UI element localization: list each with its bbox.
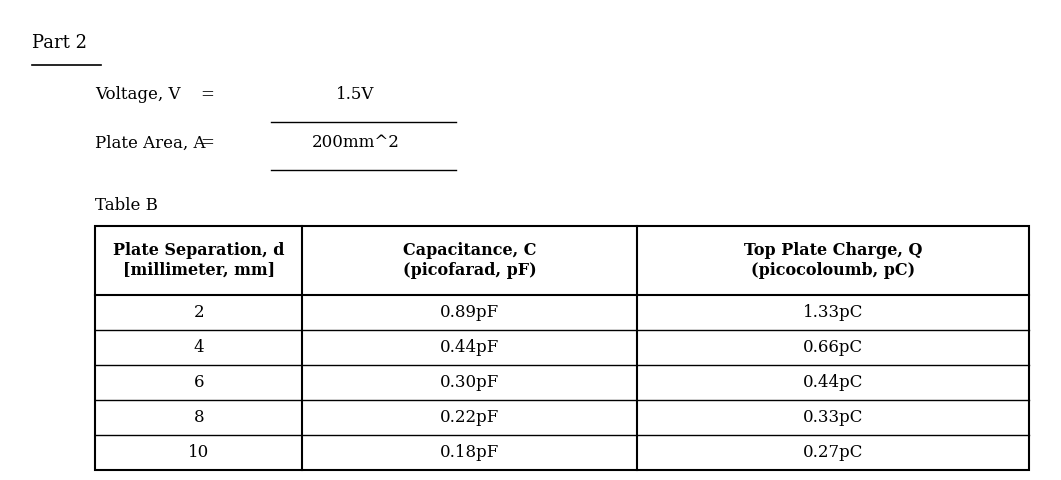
Bar bbox=[95, 226, 1029, 470]
Text: Part 2: Part 2 bbox=[32, 34, 87, 51]
Text: 0.33pC: 0.33pC bbox=[803, 409, 863, 426]
Text: 6: 6 bbox=[194, 374, 204, 391]
Text: 10: 10 bbox=[188, 444, 210, 461]
Text: 2: 2 bbox=[193, 304, 205, 322]
Text: 0.30pF: 0.30pF bbox=[440, 374, 499, 391]
Text: 0.66pC: 0.66pC bbox=[803, 339, 863, 356]
Text: Voltage, V: Voltage, V bbox=[95, 86, 181, 103]
Text: 0.18pF: 0.18pF bbox=[440, 444, 499, 461]
Text: Plate Area, A: Plate Area, A bbox=[95, 134, 206, 151]
Text: 8: 8 bbox=[193, 409, 205, 426]
Text: 0.44pF: 0.44pF bbox=[440, 339, 499, 356]
Text: Top Plate Charge, Q
(picocoloumb, pC): Top Plate Charge, Q (picocoloumb, pC) bbox=[744, 242, 922, 279]
Text: =: = bbox=[199, 134, 214, 151]
Text: Capacitance, C
(picofarad, pF): Capacitance, C (picofarad, pF) bbox=[403, 242, 536, 279]
Text: 4: 4 bbox=[193, 339, 205, 356]
Text: 200mm^2: 200mm^2 bbox=[312, 134, 399, 151]
Text: 1.33pC: 1.33pC bbox=[803, 304, 863, 322]
Text: 1.5V: 1.5V bbox=[336, 86, 375, 103]
Text: Plate Separation, d
[millimeter, mm]: Plate Separation, d [millimeter, mm] bbox=[114, 242, 284, 279]
Text: Table B: Table B bbox=[95, 197, 158, 214]
Text: 0.27pC: 0.27pC bbox=[803, 444, 863, 461]
Text: =: = bbox=[199, 86, 214, 103]
Text: 0.89pF: 0.89pF bbox=[440, 304, 499, 322]
Text: 0.44pC: 0.44pC bbox=[803, 374, 863, 391]
Text: 0.22pF: 0.22pF bbox=[440, 409, 499, 426]
